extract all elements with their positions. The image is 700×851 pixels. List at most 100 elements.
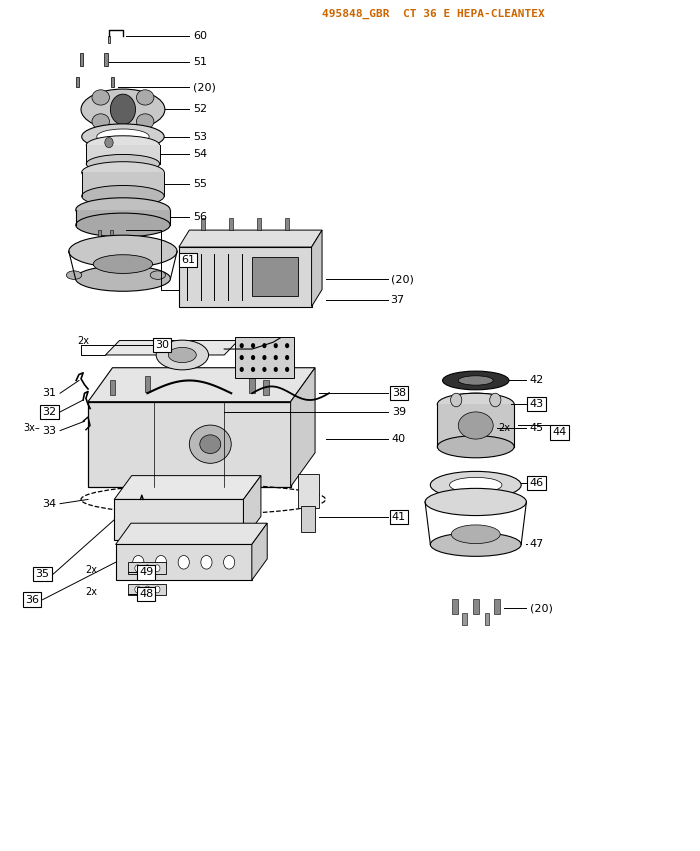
Circle shape xyxy=(111,94,136,125)
Ellipse shape xyxy=(69,235,177,267)
Ellipse shape xyxy=(199,435,220,454)
Text: 47: 47 xyxy=(529,540,544,550)
Bar xyxy=(249,378,255,393)
Circle shape xyxy=(155,586,160,593)
Polygon shape xyxy=(114,476,261,500)
Text: 495848_GBR  CT 36 E HEPA-CLEANTEX: 495848_GBR CT 36 E HEPA-CLEANTEX xyxy=(323,9,545,20)
Ellipse shape xyxy=(136,90,154,105)
Circle shape xyxy=(135,565,141,572)
Ellipse shape xyxy=(82,186,164,207)
Bar xyxy=(473,599,479,614)
Bar xyxy=(108,37,111,43)
Text: 39: 39 xyxy=(392,407,406,417)
Text: 34: 34 xyxy=(43,499,57,509)
Circle shape xyxy=(155,556,167,569)
Text: (20): (20) xyxy=(193,83,216,93)
Bar xyxy=(438,404,514,447)
Text: 2x: 2x xyxy=(78,335,90,346)
Circle shape xyxy=(251,355,256,360)
Ellipse shape xyxy=(458,376,493,386)
Text: 60: 60 xyxy=(193,31,206,42)
Bar xyxy=(80,54,83,66)
Bar xyxy=(99,230,101,238)
Polygon shape xyxy=(252,523,267,580)
Ellipse shape xyxy=(97,129,149,145)
Ellipse shape xyxy=(92,90,109,105)
Bar xyxy=(114,500,244,540)
Circle shape xyxy=(262,355,267,360)
Circle shape xyxy=(239,355,244,360)
Text: 53: 53 xyxy=(193,132,206,141)
Circle shape xyxy=(285,343,289,348)
Text: 30: 30 xyxy=(155,340,169,350)
Circle shape xyxy=(201,556,212,569)
Ellipse shape xyxy=(76,197,170,221)
Circle shape xyxy=(133,556,144,569)
Circle shape xyxy=(178,556,189,569)
Text: 42: 42 xyxy=(529,375,544,386)
Text: 43: 43 xyxy=(529,399,544,409)
Bar xyxy=(201,218,205,230)
Bar xyxy=(110,380,116,395)
Circle shape xyxy=(239,367,244,372)
Bar xyxy=(234,337,294,378)
Text: (20): (20) xyxy=(529,603,552,614)
Bar xyxy=(178,247,312,306)
Text: 45: 45 xyxy=(529,423,544,433)
Bar xyxy=(82,172,164,196)
Text: 61: 61 xyxy=(181,254,195,265)
Text: 33: 33 xyxy=(43,426,57,436)
Bar xyxy=(298,474,318,508)
Ellipse shape xyxy=(430,533,522,557)
Polygon shape xyxy=(244,476,261,540)
Ellipse shape xyxy=(81,89,165,130)
Ellipse shape xyxy=(458,412,493,439)
Polygon shape xyxy=(312,230,322,306)
Circle shape xyxy=(105,138,113,148)
Circle shape xyxy=(490,393,501,407)
Text: 2x: 2x xyxy=(498,423,511,433)
Text: 48: 48 xyxy=(139,589,153,599)
Ellipse shape xyxy=(66,271,82,279)
Ellipse shape xyxy=(82,162,164,183)
Circle shape xyxy=(451,393,462,407)
Ellipse shape xyxy=(93,254,153,273)
Polygon shape xyxy=(106,340,238,355)
Text: 2x: 2x xyxy=(85,587,97,597)
Bar xyxy=(452,599,458,614)
Text: 56: 56 xyxy=(193,213,206,222)
Polygon shape xyxy=(220,491,225,500)
Bar xyxy=(104,54,108,66)
Circle shape xyxy=(274,367,278,372)
Ellipse shape xyxy=(449,477,502,493)
Ellipse shape xyxy=(109,242,137,252)
Bar xyxy=(257,218,261,230)
Text: 49: 49 xyxy=(139,568,153,578)
Text: 44: 44 xyxy=(552,427,567,437)
Text: 35: 35 xyxy=(36,569,50,580)
Bar xyxy=(285,218,289,230)
Polygon shape xyxy=(88,368,315,402)
Circle shape xyxy=(274,343,278,348)
Text: 52: 52 xyxy=(193,105,207,114)
Circle shape xyxy=(285,355,289,360)
Ellipse shape xyxy=(76,266,171,291)
Text: 55: 55 xyxy=(193,180,206,189)
Text: (20): (20) xyxy=(391,274,414,284)
Text: 40: 40 xyxy=(392,434,406,444)
Ellipse shape xyxy=(452,525,500,544)
Circle shape xyxy=(223,556,235,569)
Bar xyxy=(229,218,233,230)
Circle shape xyxy=(274,355,278,360)
Bar xyxy=(76,77,79,88)
Bar xyxy=(111,77,114,88)
Text: 31: 31 xyxy=(43,388,57,398)
Circle shape xyxy=(285,367,289,372)
Ellipse shape xyxy=(86,155,160,173)
Bar xyxy=(485,614,489,625)
Circle shape xyxy=(145,565,150,572)
Text: 51: 51 xyxy=(193,57,206,67)
Bar xyxy=(76,209,170,225)
Circle shape xyxy=(262,367,267,372)
Circle shape xyxy=(155,565,160,572)
